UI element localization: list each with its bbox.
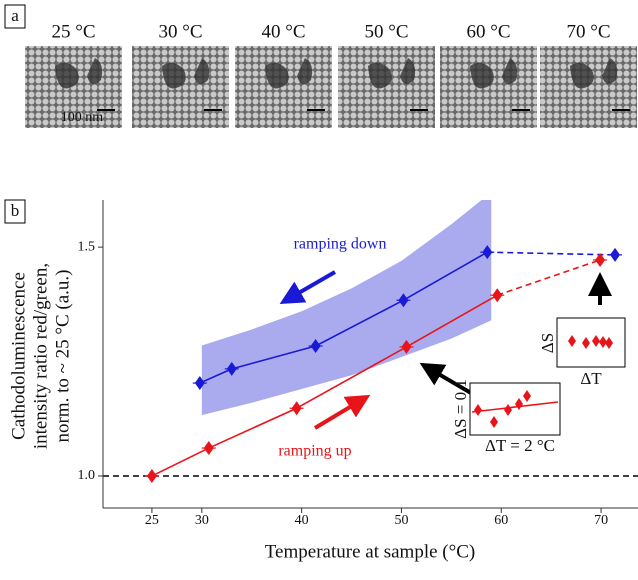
inset-label: ΔT = 2 °C bbox=[485, 436, 555, 455]
x-axis-label: Temperature at sample (°C) bbox=[265, 541, 475, 562]
marker bbox=[292, 401, 302, 415]
y-label-line: Cathodoluminescence bbox=[8, 272, 29, 440]
inset bbox=[470, 383, 560, 435]
arrow bbox=[315, 401, 360, 428]
sem-image bbox=[235, 46, 332, 128]
inset-label: ΔT bbox=[580, 369, 602, 388]
x-tick-label: 40 bbox=[295, 513, 309, 528]
inset-label: ΔS = 0.1 bbox=[451, 379, 470, 439]
panel-label: b bbox=[11, 201, 20, 220]
arrow bbox=[290, 272, 335, 298]
y-axis-label: Cathodoluminescence intensity ratio red/… bbox=[8, 263, 73, 449]
y-tick-label: 1.0 bbox=[78, 468, 96, 483]
sem-image bbox=[338, 46, 435, 128]
image-row: 25 °C 30 °C 40 °C 50 °C 60 °C 70 °C bbox=[25, 21, 637, 128]
marker bbox=[610, 248, 620, 262]
x-tick-label: 25 bbox=[145, 513, 159, 528]
image-label: 40 °C bbox=[261, 21, 305, 42]
x-tick-label: 30 bbox=[195, 513, 209, 528]
sem-image bbox=[540, 46, 637, 128]
image-label: 70 °C bbox=[566, 21, 610, 42]
marker bbox=[595, 253, 605, 267]
plot: 25 30 40 50 60 70 1.0 1.5 ramping down ramping up bbox=[78, 192, 638, 528]
image-label: 60 °C bbox=[466, 21, 510, 42]
marker bbox=[204, 441, 214, 455]
image-label: 50 °C bbox=[364, 21, 408, 42]
x-tick-label: 50 bbox=[394, 513, 408, 528]
inset-label: ΔS bbox=[538, 333, 557, 353]
inset bbox=[557, 318, 625, 367]
y-tick-label: 1.5 bbox=[78, 239, 96, 254]
y-label-line: intensity ratio red/green, bbox=[30, 263, 51, 449]
series-label: ramping up bbox=[278, 443, 351, 460]
scale-bar-label: 100 nm bbox=[61, 110, 104, 125]
marker bbox=[147, 469, 157, 483]
line-segment bbox=[487, 252, 615, 255]
x-tick-label: 70 bbox=[594, 513, 608, 528]
panel-label: a bbox=[11, 6, 19, 25]
line-segment bbox=[497, 260, 600, 295]
y-label-line: norm. to ~ 25 °C (a.u.) bbox=[52, 269, 73, 442]
x-tick-label: 60 bbox=[494, 513, 508, 528]
image-label: 25 °C bbox=[51, 21, 95, 42]
image-label: 30 °C bbox=[158, 21, 202, 42]
series-label: ramping down bbox=[294, 236, 387, 253]
sem-image bbox=[132, 46, 229, 128]
marker bbox=[492, 288, 502, 302]
sem-image bbox=[440, 46, 537, 128]
line-segment bbox=[152, 448, 209, 476]
